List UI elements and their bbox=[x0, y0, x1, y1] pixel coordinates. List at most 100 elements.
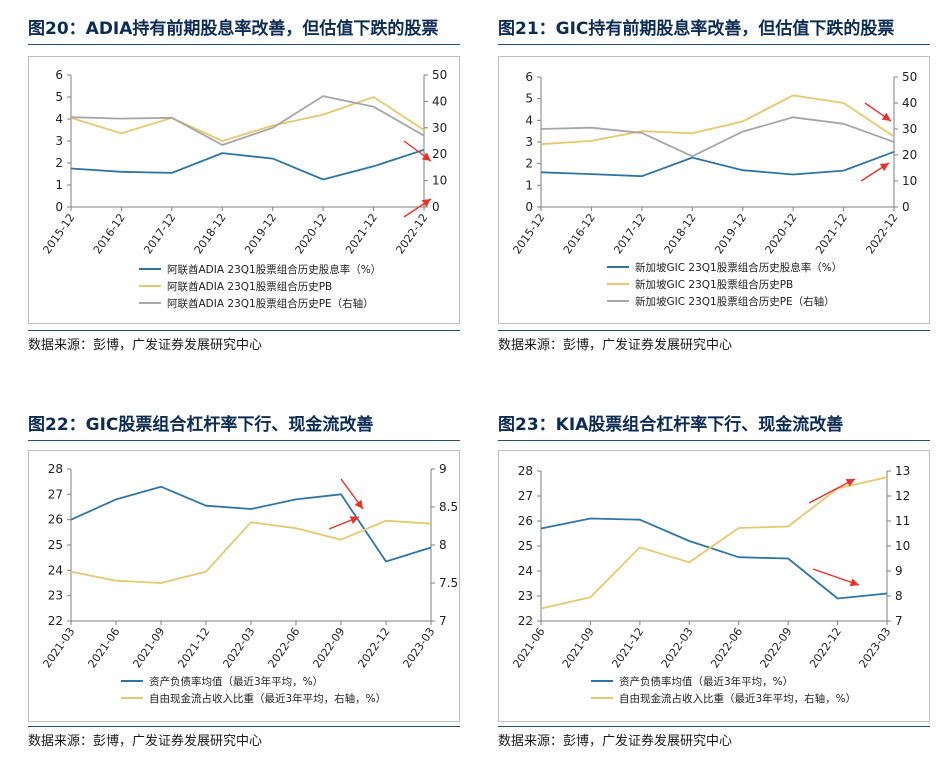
annotation-arrow bbox=[812, 568, 860, 587]
y-tick-label: 2 bbox=[525, 157, 533, 171]
legend-label: 阿联酋ADIA 23Q1股票组合历史PB bbox=[167, 280, 332, 293]
annotation-arrow bbox=[808, 478, 856, 504]
x-tick-label: 2017-12 bbox=[611, 211, 648, 256]
y-tick-label: 28 bbox=[518, 464, 533, 478]
x-tick-label: 2015-12 bbox=[510, 211, 547, 256]
y-tick-label: 0 bbox=[55, 200, 63, 214]
y2-tick-label: 30 bbox=[902, 122, 917, 136]
source-divider bbox=[28, 726, 460, 727]
series-line bbox=[70, 148, 425, 181]
y-tick-label: 4 bbox=[525, 113, 533, 127]
y-tick-label: 26 bbox=[518, 514, 533, 528]
x-tick-label: 2021-12 bbox=[175, 625, 212, 670]
y2-tick-label: 20 bbox=[902, 148, 917, 162]
x-tick-label: 2016-12 bbox=[91, 211, 128, 256]
x-tick-label: 2021-12 bbox=[343, 211, 380, 256]
y-tick-label: 24 bbox=[518, 564, 533, 578]
x-tick-label: 2018-12 bbox=[662, 211, 699, 256]
y-tick-label: 4 bbox=[55, 112, 63, 126]
legend-label: 新加坡GIC 23Q1股票组合历史股息率（%） bbox=[635, 261, 842, 274]
legend-label: 新加坡GIC 23Q1股票组合历史PB bbox=[635, 278, 793, 291]
y2-tick-label: 7 bbox=[895, 614, 903, 628]
y-tick-label: 27 bbox=[48, 487, 63, 501]
legend-label: 资产负债率均值（最近3年平均，%） bbox=[619, 675, 793, 688]
x-tick-label: 2021-12 bbox=[609, 625, 646, 670]
x-tick-label: 2015-12 bbox=[40, 211, 77, 256]
y2-tick-label: 8 bbox=[439, 538, 447, 552]
y2-tick-label: 10 bbox=[895, 539, 910, 553]
x-tick-label: 2022-09 bbox=[758, 625, 795, 670]
y-tick-label: 5 bbox=[55, 90, 63, 104]
x-tick-label: 2020-12 bbox=[293, 211, 330, 256]
y2-tick-label: 0 bbox=[432, 200, 440, 214]
x-tick-label: 2022-12 bbox=[355, 625, 392, 670]
title-divider bbox=[28, 44, 460, 45]
y2-tick-label: 12 bbox=[895, 489, 910, 503]
x-tick-label: 2022-06 bbox=[265, 625, 302, 670]
y-tick-label: 2 bbox=[55, 156, 63, 170]
legend-label: 自由现金流占收入比重（最近3年平均，右轴，%） bbox=[149, 692, 386, 705]
y2-tick-label: 7 bbox=[439, 614, 447, 628]
x-tick-label: 2021-06 bbox=[85, 625, 122, 670]
x-tick-label: 2019-12 bbox=[242, 211, 279, 256]
y-tick-label: 23 bbox=[48, 589, 63, 603]
x-tick-label: 2021-09 bbox=[130, 625, 167, 670]
y2-tick-label: 11 bbox=[895, 514, 910, 528]
x-tick-label: 2022-03 bbox=[220, 625, 257, 670]
y2-tick-label: 9 bbox=[439, 462, 447, 476]
annotation-arrow bbox=[340, 478, 364, 510]
source-note: 数据来源：彭博，广发证券发展研究中心 bbox=[28, 734, 263, 749]
annotation-arrow bbox=[328, 516, 360, 530]
annotation-arrow bbox=[860, 162, 890, 182]
y2-tick-label: 50 bbox=[432, 68, 447, 82]
figure-title: 图23：KIA股票组合杠杆率下行、现金流改善 bbox=[498, 415, 844, 435]
figure-panel-20: 图20：ADIA持有前期股息率改善，但估值下跌的股票 0 1 2 3 4 5 6 0 10 20 3… bbox=[28, 14, 460, 364]
y-tick-label: 3 bbox=[525, 135, 533, 149]
x-tick-label: 2022-09 bbox=[310, 625, 347, 670]
figure-panel-21: 图21：GIC持有前期股息率改善，但估值下跌的股票 0 1 2 3 4 5 6 0 10 20 30… bbox=[498, 14, 930, 364]
legend-label: 阿联酋ADIA 23Q1股票组合历史PE（右轴） bbox=[167, 297, 374, 310]
y2-tick-label: 40 bbox=[432, 94, 447, 108]
source-divider bbox=[28, 330, 460, 331]
x-tick-label: 2022-03 bbox=[659, 625, 696, 670]
y2-tick-label: 30 bbox=[432, 121, 447, 135]
source-divider bbox=[498, 726, 930, 727]
x-tick-label: 2022-12 bbox=[807, 625, 844, 670]
x-tick-label: 2022-12 bbox=[393, 211, 430, 256]
series-line bbox=[540, 476, 888, 610]
y2-tick-label: 7.5 bbox=[439, 576, 458, 590]
y-tick-label: 24 bbox=[48, 563, 63, 577]
series-line bbox=[70, 96, 425, 142]
source-note: 数据来源：彭博，广发证券发展研究中心 bbox=[28, 338, 263, 353]
annotation-arrow bbox=[864, 102, 892, 122]
y2-tick-label: 40 bbox=[902, 96, 917, 110]
legend-label: 资产负债率均值（最近3年平均，%） bbox=[149, 675, 323, 688]
x-tick-label: 2018-12 bbox=[192, 211, 229, 256]
y-tick-label: 6 bbox=[525, 70, 533, 84]
y2-tick-label: 10 bbox=[432, 174, 447, 188]
x-tick-label: 2021-06 bbox=[510, 625, 547, 670]
y-tick-label: 1 bbox=[525, 178, 533, 192]
legend-label: 新加坡GIC 23Q1股票组合历史PE（右轴） bbox=[635, 295, 835, 308]
series-line bbox=[540, 116, 895, 158]
series-line bbox=[70, 519, 432, 584]
chart-frame: 22 23 24 25 26 27 28 7 7.5 8 8.5 9 2021-03 2021-06 202… bbox=[28, 450, 460, 722]
x-tick-label: 2021-12 bbox=[813, 211, 850, 256]
line-chart: 22 23 24 25 26 27 28 7 8 9 10 11 12 13 2021-06 2021-09 2… bbox=[510, 464, 910, 705]
y-tick-label: 22 bbox=[518, 614, 533, 628]
figure-title: 图21：GIC持有前期股息率改善，但估值下跌的股票 bbox=[498, 19, 895, 39]
series-line bbox=[540, 94, 895, 146]
y-tick-label: 22 bbox=[48, 614, 63, 628]
y2-tick-label: 8.5 bbox=[439, 500, 458, 514]
x-tick-label: 2022-12 bbox=[863, 211, 900, 256]
series-line bbox=[540, 517, 888, 600]
annotation-arrow bbox=[403, 140, 432, 162]
y-tick-label: 0 bbox=[525, 200, 533, 214]
x-tick-label: 2021-09 bbox=[560, 625, 597, 670]
series-line bbox=[70, 485, 432, 563]
source-divider bbox=[498, 330, 930, 331]
chart-frame: 0 1 2 3 4 5 6 0 10 20 30 40 50 2015-12 2016-12 2017-12 2… bbox=[498, 56, 930, 324]
y2-tick-label: 10 bbox=[902, 174, 917, 188]
series-line bbox=[540, 150, 895, 178]
chart-frame: 22 23 24 25 26 27 28 7 8 9 10 11 12 13 2021-06 2021-09 2… bbox=[498, 450, 930, 722]
